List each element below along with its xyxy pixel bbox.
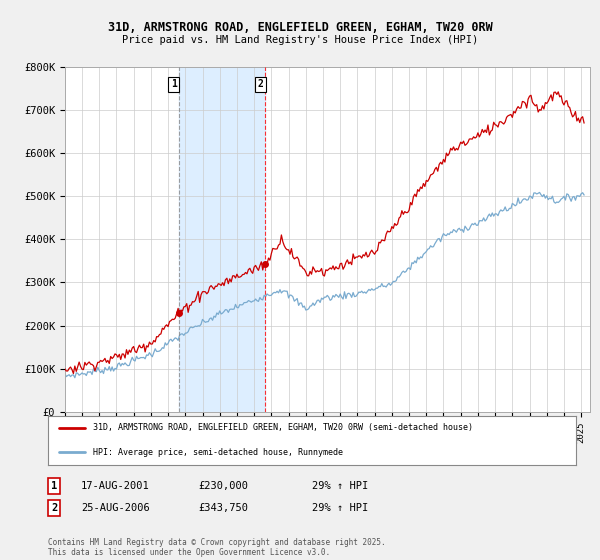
Text: Contains HM Land Registry data © Crown copyright and database right 2025.
This d: Contains HM Land Registry data © Crown c…	[48, 538, 386, 557]
Text: 2: 2	[51, 503, 57, 513]
Text: HPI: Average price, semi-detached house, Runnymede: HPI: Average price, semi-detached house,…	[93, 448, 343, 457]
Text: 25-AUG-2006: 25-AUG-2006	[81, 503, 150, 513]
Text: 29% ↑ HPI: 29% ↑ HPI	[312, 481, 368, 491]
Text: 1: 1	[171, 80, 176, 90]
Text: 17-AUG-2001: 17-AUG-2001	[81, 481, 150, 491]
Text: £230,000: £230,000	[198, 481, 248, 491]
Text: 31D, ARMSTRONG ROAD, ENGLEFIELD GREEN, EGHAM, TW20 0RW: 31D, ARMSTRONG ROAD, ENGLEFIELD GREEN, E…	[107, 21, 493, 34]
Text: 1: 1	[51, 481, 57, 491]
Text: £343,750: £343,750	[198, 503, 248, 513]
Text: 29% ↑ HPI: 29% ↑ HPI	[312, 503, 368, 513]
Bar	[179, 67, 265, 412]
Text: Price paid vs. HM Land Registry's House Price Index (HPI): Price paid vs. HM Land Registry's House …	[122, 35, 478, 45]
Text: 2: 2	[257, 80, 263, 90]
Text: 31D, ARMSTRONG ROAD, ENGLEFIELD GREEN, EGHAM, TW20 0RW (semi-detached house): 31D, ARMSTRONG ROAD, ENGLEFIELD GREEN, E…	[93, 423, 473, 432]
